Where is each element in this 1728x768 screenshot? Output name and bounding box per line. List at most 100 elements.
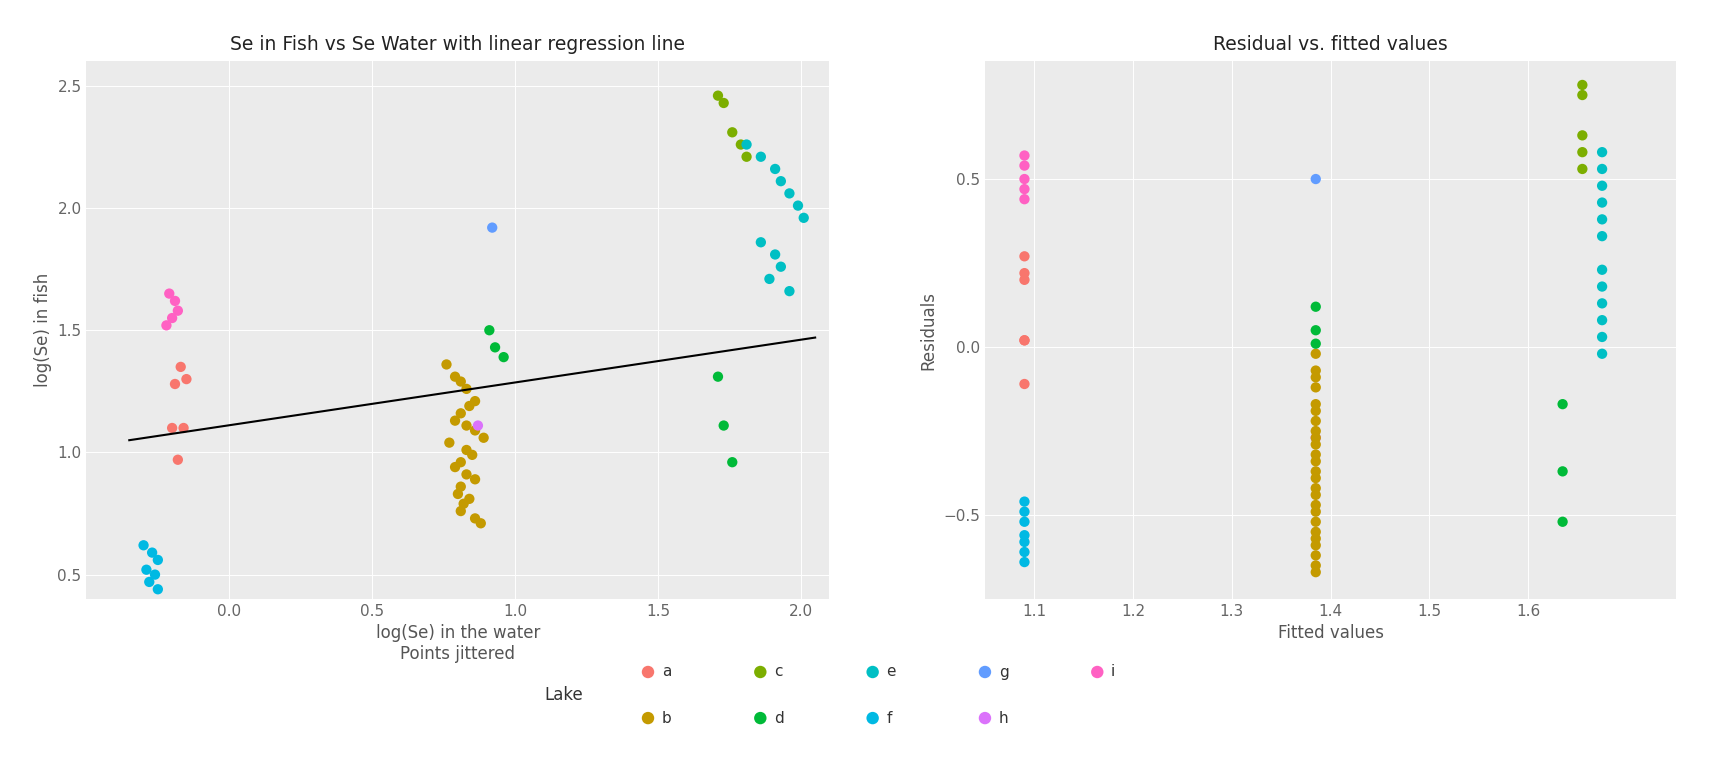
Text: h: h [999, 710, 1009, 726]
Point [710, 419, 738, 432]
Point [1011, 378, 1039, 390]
Point [1301, 439, 1329, 451]
Title: Se in Fish vs Se Water with linear regression line: Se in Fish vs Se Water with linear regre… [230, 35, 686, 55]
Point [1588, 180, 1616, 192]
Point [1569, 163, 1597, 175]
Point [1301, 539, 1329, 551]
Text: g: g [999, 664, 1009, 680]
Text: i: i [1111, 664, 1115, 680]
Point [634, 712, 662, 724]
Text: b: b [662, 710, 672, 726]
Point [1301, 432, 1329, 444]
Point [1548, 465, 1576, 478]
Point [1301, 415, 1329, 427]
Point [456, 400, 484, 412]
Y-axis label: log(Se) in fish: log(Se) in fish [35, 273, 52, 387]
Point [1301, 482, 1329, 495]
Point [1588, 331, 1616, 343]
Point [1569, 79, 1597, 91]
Text: d: d [774, 710, 785, 726]
Point [448, 376, 475, 388]
Point [719, 126, 746, 138]
Point [169, 422, 197, 434]
Point [719, 456, 746, 468]
Point [470, 432, 498, 444]
Point [1301, 559, 1329, 571]
Point [733, 151, 760, 163]
Point [767, 260, 795, 273]
Point [634, 666, 662, 678]
Point [130, 539, 157, 551]
Point [1301, 449, 1329, 461]
Point [710, 97, 738, 109]
Point [456, 493, 484, 505]
Point [1569, 129, 1597, 141]
Point [461, 473, 489, 485]
Point [453, 468, 480, 481]
Point [746, 151, 774, 163]
Point [453, 419, 480, 432]
Point [448, 481, 475, 493]
Point [1301, 398, 1329, 410]
Point [441, 370, 468, 382]
Point [1301, 371, 1329, 383]
Point [971, 712, 999, 724]
Point [461, 512, 489, 525]
Point [1301, 566, 1329, 578]
Point [1011, 160, 1039, 172]
Point [479, 221, 506, 233]
Point [1011, 273, 1039, 286]
X-axis label: Fitted values: Fitted values [1277, 624, 1384, 643]
Point [480, 341, 508, 353]
Point [467, 517, 494, 529]
Point [1301, 425, 1329, 437]
Point [755, 273, 783, 285]
Point [1011, 546, 1039, 558]
Point [164, 454, 192, 466]
Point [859, 712, 886, 724]
Point [746, 666, 774, 678]
Point [971, 666, 999, 678]
Point [461, 395, 489, 407]
Point [1588, 280, 1616, 293]
Point [1301, 499, 1329, 511]
Point [790, 212, 817, 224]
Point [156, 287, 183, 300]
Point [441, 461, 468, 473]
Text: e: e [886, 664, 895, 680]
Point [1301, 348, 1329, 360]
Point [1011, 173, 1039, 185]
Point [465, 419, 492, 432]
Point [159, 312, 187, 324]
Point [1011, 183, 1039, 195]
Point [1588, 297, 1616, 310]
Point [449, 498, 477, 510]
Point [489, 351, 517, 363]
Point [1011, 334, 1039, 346]
Point [1301, 455, 1329, 468]
Title: Residual vs. fitted values: Residual vs. fitted values [1213, 35, 1448, 55]
Point [1588, 146, 1616, 158]
Point [1301, 465, 1329, 478]
Point [133, 564, 161, 576]
Point [1301, 526, 1329, 538]
Point [1301, 405, 1329, 417]
Text: f: f [886, 710, 892, 726]
Point [1011, 250, 1039, 263]
Point [1588, 163, 1616, 175]
Point [776, 285, 804, 297]
Point [143, 583, 171, 595]
Point [453, 444, 480, 456]
Point [461, 424, 489, 436]
X-axis label: log(Se) in the water
Points jittered: log(Se) in the water Points jittered [375, 624, 541, 664]
Point [458, 449, 486, 461]
Y-axis label: Residuals: Residuals [919, 291, 938, 369]
Point [1011, 505, 1039, 518]
Point [1301, 300, 1329, 313]
Point [776, 187, 804, 200]
Point [703, 370, 731, 382]
Point [727, 138, 755, 151]
Point [135, 576, 162, 588]
Point [159, 422, 187, 434]
Point [138, 547, 166, 559]
